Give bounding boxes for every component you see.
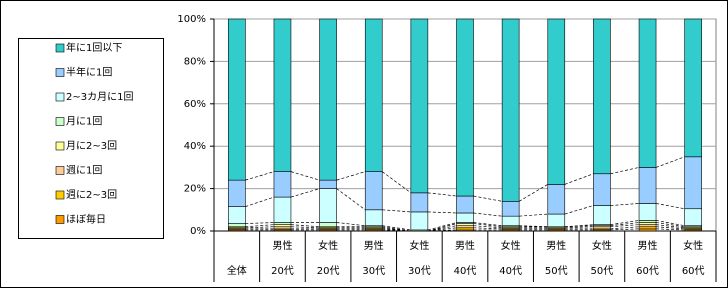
bar-segment — [638, 220, 657, 223]
bar-segment — [456, 18, 474, 197]
bar-segment — [456, 212, 474, 223]
bar-segment — [638, 224, 657, 228]
x-tick-label: 60代 — [682, 265, 705, 277]
legend-swatch — [55, 68, 65, 77]
legend-label: 週に1回 — [66, 165, 102, 177]
bar-segment — [228, 206, 246, 224]
bar-segment — [547, 184, 566, 215]
bar-segment — [273, 171, 292, 198]
bar-segment — [547, 18, 566, 185]
bar-segment — [547, 213, 566, 228]
bar-segment — [684, 18, 702, 158]
legend-label: ほぼ毎日 — [66, 213, 106, 226]
bar-segment — [319, 222, 337, 228]
y-tick-label: 60% — [184, 99, 206, 110]
x-tick-label: 30代 — [362, 265, 385, 277]
bar-segment — [273, 226, 292, 230]
x-group-label: 男性 — [638, 239, 658, 252]
x-tick-label: 60代 — [636, 265, 659, 277]
bar-segment — [228, 18, 246, 181]
legend-swatch — [55, 190, 65, 200]
bar-segment — [273, 222, 292, 225]
y-tick-label: 100% — [177, 14, 206, 25]
x-group-label: 女性 — [409, 239, 429, 252]
bar-segment — [501, 201, 520, 217]
x-group-label: 男性 — [364, 239, 384, 252]
bar-segment — [273, 18, 292, 172]
bar-segment — [228, 179, 246, 207]
x-tick-label: 50代 — [545, 265, 568, 277]
x-tick-label: 20代 — [317, 265, 340, 277]
x-group-label: 男性 — [455, 239, 475, 252]
legend-swatch — [55, 141, 65, 151]
y-tick-label: 0% — [190, 226, 206, 237]
bar-segment — [319, 188, 337, 223]
bar-segment — [364, 171, 383, 211]
bar-segment — [273, 224, 292, 228]
series-line — [655, 156, 685, 168]
bar-segment — [638, 167, 657, 204]
series-line — [518, 184, 548, 202]
bar-segment — [456, 195, 474, 214]
bar-segment — [638, 222, 657, 225]
x-group-label: 女性 — [592, 239, 612, 252]
bar-segment — [410, 18, 429, 194]
x-tick-label: 40代 — [454, 265, 477, 277]
legend-swatch — [55, 43, 65, 53]
bar-segment — [364, 209, 383, 227]
y-tick-label: 40% — [184, 141, 206, 152]
bar-segment — [364, 18, 383, 172]
x-group-label: 男性 — [546, 239, 566, 252]
bar-segment — [684, 156, 702, 210]
x-group-label: 男性 — [272, 239, 292, 252]
y-tick-label: 20% — [184, 184, 206, 195]
bar-segment — [593, 173, 611, 206]
bar-segment — [501, 18, 520, 202]
bar-segment — [456, 227, 474, 231]
bar-segment — [638, 18, 657, 168]
legend-swatch — [55, 92, 65, 102]
x-tick-label: 全体 — [227, 264, 247, 277]
bar-segment — [410, 192, 429, 213]
legend-label: 月に2~3回 — [66, 140, 117, 152]
x-tick-label: 50代 — [591, 265, 614, 277]
bar-segment — [456, 225, 474, 229]
legend-label: 月に1回 — [66, 116, 102, 128]
bar-segment — [228, 223, 246, 228]
bar-segment — [684, 208, 702, 227]
series-line — [382, 171, 412, 194]
bar-segment — [273, 196, 292, 223]
legend-label: 半年に1回 — [66, 66, 112, 79]
bar-segment — [593, 226, 611, 230]
bar-segment — [593, 205, 611, 225]
x-group-label: 女性 — [501, 239, 521, 252]
bar-segment — [638, 203, 657, 221]
bar-segment — [410, 211, 429, 231]
legend-swatch — [55, 166, 65, 175]
x-group-label: 女性 — [318, 239, 338, 252]
legend-swatch — [55, 215, 65, 224]
bar-segment — [638, 228, 657, 232]
series-line — [564, 173, 594, 185]
bar-segment — [456, 223, 474, 227]
bar-segment — [319, 179, 337, 189]
bar-segment — [501, 215, 520, 227]
legend-box — [18, 38, 164, 239]
legend-label: 年に1回以下 — [66, 41, 122, 54]
legend-label: 2~3カ月に1回 — [66, 91, 133, 103]
x-tick-label: 20代 — [271, 265, 294, 277]
x-group-label: 女性 — [683, 239, 703, 252]
bar-segment — [319, 18, 337, 181]
series-line — [336, 188, 366, 211]
bar-segment — [638, 226, 657, 230]
legend-label: 週に2~3回 — [66, 189, 117, 201]
series-line — [245, 196, 275, 207]
bar-segment — [593, 18, 611, 175]
y-tick-label: 80% — [184, 56, 206, 67]
legend-swatch — [55, 117, 65, 126]
x-tick-label: 30代 — [408, 265, 431, 277]
x-tick-label: 40代 — [499, 265, 522, 277]
